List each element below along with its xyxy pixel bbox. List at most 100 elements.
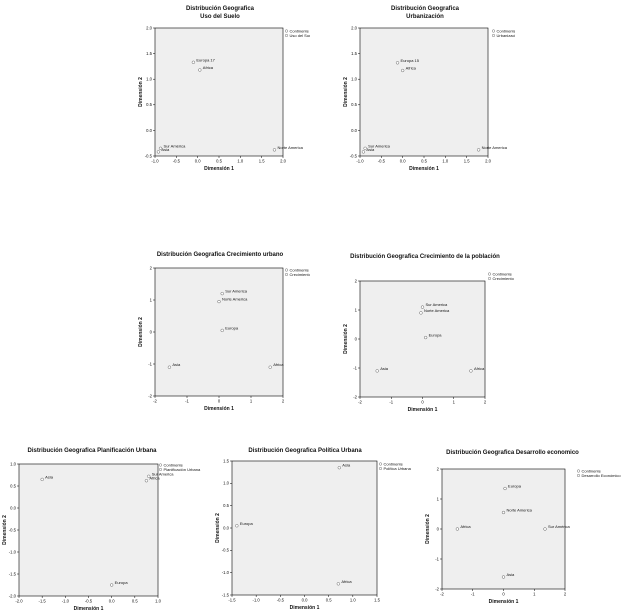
y-tick-label: -2 [148,393,152,398]
y-tick-label: 1 [150,297,153,302]
y-tick-label: 0.0 [223,525,229,530]
chart-title-4: Distribución Geografica Crecimiento de l… [350,254,500,260]
point-label: Norte America [507,508,533,513]
scatter-chart-4: -2 -1 0 1 2 -2 -1 0 1 2 Dimensión 1 Dimensión 2 Sur … [343,271,515,413]
x-tick-label: -1.0 [62,599,70,604]
data-point [375,369,379,373]
chart-title-3: Distribución Geografica Crecimiento urba… [156,252,284,258]
scatter-chart-7: -2 -1 0 1 2 -2 -1 0 1 2 Dimensión 1 Dimensión 2 Euro… [425,466,621,605]
point-label: Norte America [482,145,508,150]
chart-panel-7: Distribución Geografica Desarrollo econo… [425,444,624,616]
data-point [337,466,341,470]
x-tick-label: 1 [250,399,253,404]
y-tick-label: -0.5 [145,153,153,158]
point-label: Europa [240,521,254,526]
data-point [268,365,272,369]
point-label: Africa [149,476,160,481]
chart-panel-3: Distribución Geografica Crecimiento urba… [130,248,310,418]
point-label: Europa 15 [401,58,420,63]
x-tick-label: -0.5 [173,159,181,164]
data-point [419,311,423,315]
x-tick-label: 0.0 [195,159,201,164]
chart-panel-1: Distribución Geografica Uso del Suelo -1… [130,3,310,183]
y-tick-label: 0.0 [351,128,357,133]
y-tick-label: 1 [437,496,440,501]
y-tick-label: 1.0 [351,77,357,82]
y-tick-label: -1.0 [9,549,17,554]
data-point [220,291,224,296]
y-tick-label: 0.5 [146,102,152,107]
y-tick-label: -0.5 [222,548,230,553]
data-point [501,575,506,579]
y-axis-title: Dimensión 2 [425,514,431,544]
data-point [469,369,473,373]
point-label: Sur America [426,302,449,307]
x-tick-label: 0.5 [326,598,332,603]
legend-label: Continente [164,462,184,467]
point-label: Sur America [152,471,175,476]
data-point [147,474,151,478]
y-tick-label: 1.5 [223,458,229,463]
y-tick-label: -2 [353,394,357,399]
data-point [401,68,405,73]
x-axis-title: Dimensión 1 [204,406,234,412]
point-label: Europa [225,325,239,330]
point-label: Sur América [548,524,571,529]
point-label: Europa [429,333,443,338]
data-point [501,510,506,515]
x-tick-label: 0.0 [302,598,308,603]
y-axis-title: Dimensión 2 [343,324,349,354]
x-tick-label: -0.5 [85,599,93,604]
point-label: Asia [342,463,351,468]
x-tick-label: 1.0 [442,159,448,164]
x-axis-title: Dimensión 1 [290,605,320,611]
data-point [110,583,114,587]
legend-marker [576,473,581,478]
y-tick-label: -1 [435,556,439,561]
y-tick-label: 2 [437,466,440,471]
scatter-chart-1: -1.0 -0.5 0.0 0.5 1.0 1.5 2.0-0.50.00.51.01.52… [138,25,310,172]
point-label: Africa [203,65,214,70]
x-tick-label: 0.5 [421,159,427,164]
data-point [158,146,163,150]
legend-marker [158,467,163,472]
y-tick-label: 0.0 [146,128,152,133]
x-tick-label: 0 [502,592,505,597]
x-tick-label: -1.0 [151,159,159,164]
data-point [40,477,44,482]
data-point [235,524,239,528]
point-label: Europa [115,580,129,585]
x-tick-label: 0.5 [216,159,222,164]
legend-marker [491,33,496,38]
y-tick-label: -1.5 [9,571,17,576]
chart-title-7: Distribución Geografica Desarrollo econo… [446,450,579,456]
y-tick-label: 0 [150,329,153,334]
y-tick-label: 0.5 [351,102,357,107]
y-tick-label: 2.0 [351,25,357,30]
y-axis-title: Dimensión 2 [215,513,221,543]
y-tick-label: 1.0 [223,481,229,486]
legend-label: Continente [290,267,310,272]
chart-title-5: Distribución Geografica Planificación Ur… [27,448,157,454]
x-tick-label: -1 [389,400,393,405]
data-point [167,365,172,369]
x-tick-label: -1.5 [39,599,47,604]
data-point [503,486,507,491]
chart-panel-6: Distribución Geografica Política Urbana … [215,444,420,616]
x-tick-label: -1 [185,399,189,404]
y-tick-label: 0.0 [10,505,16,510]
y-tick-label: -1 [148,361,152,366]
point-label: Africa [474,366,485,371]
legend-marker [284,29,289,33]
y-tick-label: 1.5 [146,51,152,56]
legend-label: Urbanización [497,33,516,38]
chart-title-2: Distribución Geografica Urbanización [390,6,459,20]
x-axis-title: Dimensión 1 [204,166,234,172]
data-point [336,582,340,586]
y-tick-label: -1 [353,365,357,370]
y-tick-label: 1.0 [146,77,152,82]
y-tick-label: -2 [435,586,439,591]
legend-label: Crecimiento Urbano [290,272,311,277]
x-axis-title: Dimensión 1 [408,407,438,413]
point-label: Africa [406,65,417,70]
